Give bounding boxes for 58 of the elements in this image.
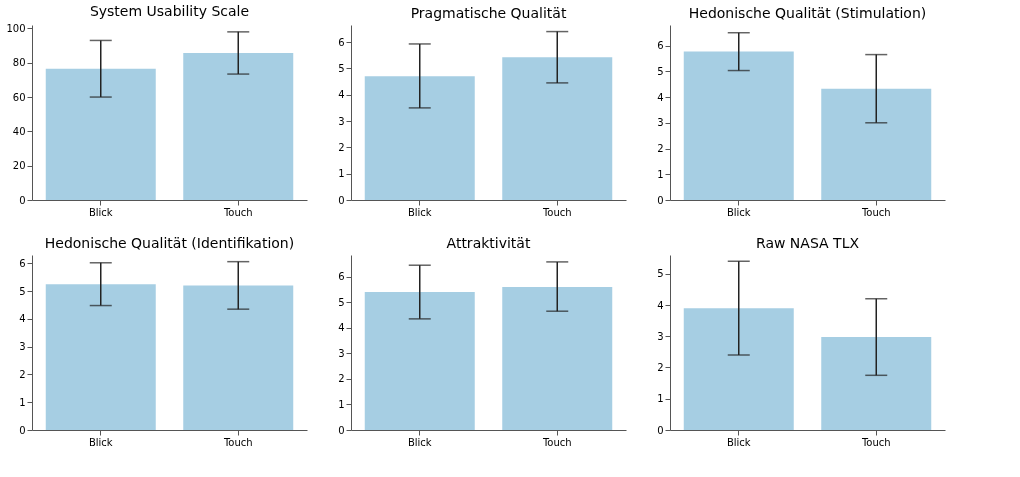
y-tick-label: 3 <box>657 117 664 129</box>
y-tick-label: 6 <box>338 271 345 283</box>
x-tick-label: Blick <box>407 206 432 218</box>
y-tick-label: 3 <box>338 347 345 359</box>
y-tick-label: 6 <box>338 36 345 48</box>
y-tick-label: 80 <box>12 57 26 69</box>
x-tick-label: Touch <box>860 436 891 448</box>
y-tick-label: 3 <box>657 330 664 342</box>
y-tick-label: 1 <box>657 393 664 405</box>
y-tick-label: 1 <box>19 396 26 408</box>
y-tick-label: 0 <box>657 424 664 436</box>
x-tick-label: Blick <box>88 436 113 448</box>
y-tick-label: 40 <box>12 125 26 137</box>
y-tick-label: 5 <box>19 285 26 297</box>
y-tick-label: 5 <box>657 268 664 280</box>
y-tick-label: 6 <box>19 257 26 269</box>
chart-title: Pragmatische Qualität <box>410 5 567 21</box>
chart-title: Hedonische Qualität (Stimulation) <box>688 5 927 21</box>
y-tick-label: 5 <box>338 62 345 74</box>
y-tick-label: 1 <box>338 168 345 180</box>
y-tick-label: 2 <box>19 368 26 380</box>
y-tick-label: 5 <box>338 296 345 308</box>
y-tick-label: 1 <box>657 168 664 180</box>
chart-title: Attraktivität <box>446 235 531 251</box>
y-tick-label: 0 <box>338 424 345 436</box>
x-tick-label: Touch <box>860 206 891 218</box>
y-tick-label: 6 <box>657 40 664 52</box>
y-tick-label: 4 <box>338 322 345 334</box>
y-tick-label: 2 <box>338 141 345 153</box>
x-tick-label: Blick <box>407 436 432 448</box>
x-tick-label: Touch <box>222 206 253 218</box>
y-tick-label: 1 <box>338 398 345 410</box>
x-tick-label: Blick <box>88 206 113 218</box>
y-tick-label: 100 <box>6 22 26 34</box>
y-tick-label: 3 <box>19 341 26 353</box>
x-tick-label: Blick <box>726 436 751 448</box>
y-tick-label: 2 <box>657 362 664 373</box>
chart-title: Hedonische Qualität (Identifikation) <box>44 235 295 251</box>
y-tick-label: 0 <box>19 194 26 206</box>
y-tick-label: 3 <box>338 115 345 127</box>
x-tick-label: Blick <box>726 206 751 218</box>
x-tick-label: Touch <box>541 436 572 448</box>
y-tick-label: 2 <box>338 373 345 385</box>
y-tick-label: 20 <box>12 160 26 172</box>
x-tick-label: Touch <box>222 436 253 448</box>
chart-title: Raw NASA TLX <box>755 235 860 251</box>
chart-title: System Usability Scale <box>89 3 250 20</box>
y-tick-label: 0 <box>657 194 664 206</box>
y-tick-label: 0 <box>19 424 26 436</box>
y-tick-label: 4 <box>657 299 664 311</box>
y-tick-label: 4 <box>19 313 26 325</box>
x-tick-label: Touch <box>541 206 572 218</box>
y-tick-label: 60 <box>12 91 26 103</box>
y-tick-label: 5 <box>657 65 664 77</box>
y-tick-label: 4 <box>657 91 664 103</box>
y-tick-label: 4 <box>338 89 345 101</box>
y-tick-label: 0 <box>338 194 345 206</box>
y-tick-label: 2 <box>657 143 664 155</box>
